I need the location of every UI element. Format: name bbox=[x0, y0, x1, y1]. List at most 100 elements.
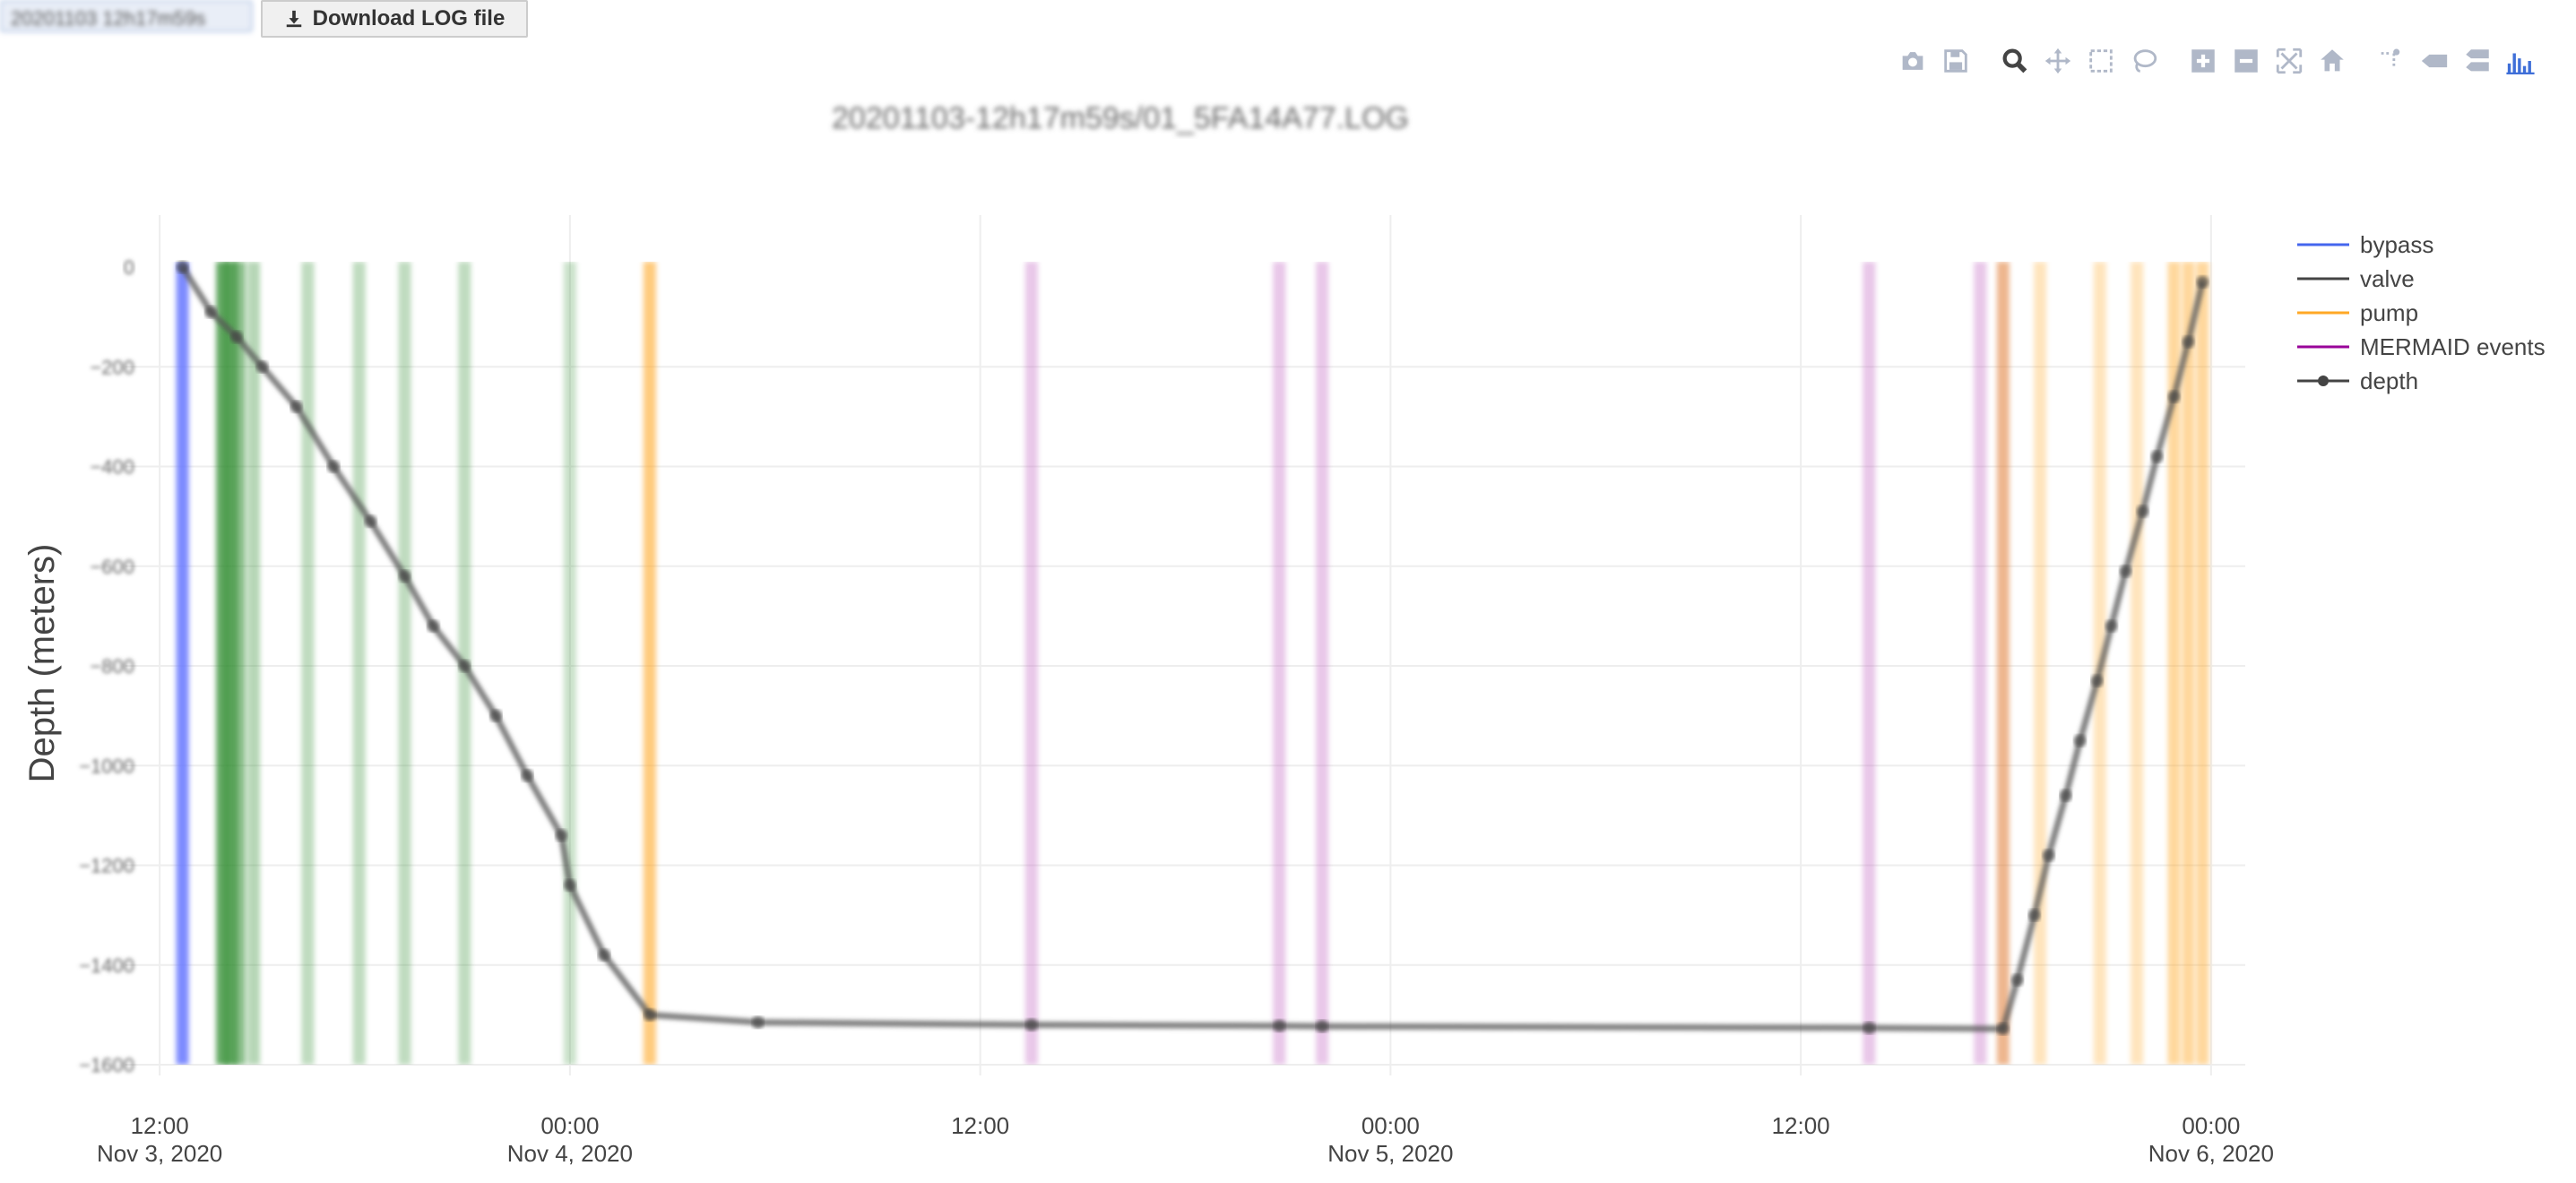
event-band-valve bbox=[247, 262, 261, 1065]
y-tick-label: 0 bbox=[124, 256, 134, 279]
legend-label: bypass bbox=[2360, 231, 2433, 258]
depth-series bbox=[176, 261, 2209, 1035]
depth-point bbox=[327, 460, 341, 473]
depth-point bbox=[1863, 1021, 1876, 1034]
legend-label: MERMAID events bbox=[2360, 333, 2546, 360]
event-band-bypass bbox=[176, 262, 189, 1065]
y-axis: 0 −200 −400 −600 −800 −1000 −1200 −1400 −1600 bbox=[79, 256, 134, 1076]
plot-modebar bbox=[1891, 41, 2542, 81]
event-bands bbox=[176, 262, 2209, 1065]
y-tick-label: −1200 bbox=[79, 855, 134, 877]
x-tick-date: Nov 3, 2020 bbox=[97, 1140, 222, 1167]
y-tick-label: −1400 bbox=[79, 954, 134, 977]
camera-icon[interactable] bbox=[1891, 41, 1934, 81]
depth-point bbox=[1024, 1018, 1038, 1032]
chart-title: 20201103-12h17m59s/01_5FA14A77.LOG bbox=[832, 101, 1409, 135]
depth-point bbox=[1996, 1022, 2010, 1035]
event-band-pump bbox=[643, 262, 656, 1065]
download-icon bbox=[286, 10, 301, 28]
event-band-mermaid-events bbox=[1316, 262, 1329, 1065]
y-axis-label: Depth (meters) bbox=[22, 544, 62, 783]
event-band-valve bbox=[301, 262, 315, 1065]
event-band-valve bbox=[352, 262, 366, 1065]
depth-point bbox=[751, 1015, 765, 1029]
depth-point bbox=[427, 619, 440, 633]
event-band-valve bbox=[233, 262, 246, 1065]
hover-closest-icon[interactable] bbox=[2413, 41, 2456, 81]
home-icon[interactable] bbox=[2311, 41, 2354, 81]
depth-point bbox=[204, 306, 218, 319]
download-label: Download LOG file bbox=[312, 6, 506, 30]
x-tick-date: Nov 4, 2020 bbox=[507, 1140, 633, 1167]
legend-marker bbox=[2318, 376, 2329, 386]
depth-point bbox=[2119, 565, 2132, 578]
legend-label: pump bbox=[2360, 299, 2418, 326]
depth-point bbox=[489, 709, 503, 722]
event-band-mermaid-events bbox=[1974, 262, 1987, 1065]
grid bbox=[125, 215, 2245, 1075]
y-tick-label: −600 bbox=[90, 556, 134, 578]
hover-compare-icon[interactable] bbox=[2456, 41, 2499, 81]
depth-point bbox=[2042, 849, 2055, 862]
depth-point bbox=[290, 400, 303, 413]
zoom-icon[interactable] bbox=[1993, 41, 2036, 81]
zoom-out-icon[interactable] bbox=[2225, 41, 2268, 81]
depth-point bbox=[2010, 973, 2024, 987]
depth-point bbox=[2105, 619, 2118, 633]
event-band-mermaid-events bbox=[1273, 262, 1286, 1065]
x-tick-label: 12:00 bbox=[131, 1112, 189, 1139]
y-tick-label: −800 bbox=[90, 655, 134, 678]
y-tick-label: −200 bbox=[90, 356, 134, 378]
x-tick-label: 12:00 bbox=[1772, 1112, 1830, 1139]
event-band-valve bbox=[398, 262, 411, 1065]
toolbar: 20201103 12h17m59s Download LOG file bbox=[0, 0, 627, 39]
event-band-pump bbox=[1996, 262, 2010, 1065]
x-tick-label: 00:00 bbox=[2182, 1112, 2240, 1139]
save-icon[interactable] bbox=[1934, 41, 1977, 81]
box-select-icon[interactable] bbox=[2079, 41, 2122, 81]
spike-lines-icon[interactable] bbox=[2370, 41, 2413, 81]
autoscale-icon[interactable] bbox=[2268, 41, 2311, 81]
depth-point bbox=[1273, 1019, 1286, 1032]
depth-point bbox=[364, 514, 377, 528]
y-tick-label: −400 bbox=[90, 456, 134, 479]
event-band-pump bbox=[2034, 262, 2047, 1065]
depth-point bbox=[2136, 505, 2149, 518]
event-band-pump bbox=[2131, 262, 2144, 1065]
y-tick-label: −1600 bbox=[79, 1054, 134, 1076]
x-tick-label: 12:00 bbox=[951, 1112, 1009, 1139]
depth-point bbox=[643, 1008, 656, 1022]
lasso-icon[interactable] bbox=[2122, 41, 2165, 81]
depth-point bbox=[255, 360, 269, 374]
zoom-in-icon[interactable] bbox=[2182, 41, 2225, 81]
legend-label: valve bbox=[2360, 265, 2415, 292]
event-band-mermaid-events bbox=[1863, 262, 1876, 1065]
plotly-logo-icon[interactable] bbox=[2499, 41, 2542, 81]
x-tick-date: Nov 5, 2020 bbox=[1327, 1140, 1453, 1167]
depth-point bbox=[398, 569, 411, 583]
depth-point bbox=[2150, 450, 2164, 463]
depth-point bbox=[229, 330, 243, 343]
event-band-valve bbox=[563, 262, 576, 1065]
depth-point bbox=[555, 829, 568, 842]
depth-point bbox=[2090, 674, 2104, 687]
download-log-button[interactable]: Download LOG file bbox=[261, 0, 528, 38]
depth-point bbox=[458, 660, 471, 672]
depth-point bbox=[1316, 1020, 1329, 1033]
x-tick-date: Nov 6, 2020 bbox=[2148, 1140, 2274, 1167]
depth-point bbox=[2182, 335, 2195, 349]
log-file-select[interactable]: 20201103 12h17m59s bbox=[0, 0, 253, 32]
x-tick-label: 00:00 bbox=[540, 1112, 599, 1139]
depth-line bbox=[179, 265, 2206, 1032]
depth-point bbox=[176, 261, 189, 273]
event-band-pump bbox=[2196, 262, 2209, 1065]
pan-icon[interactable] bbox=[2036, 41, 2079, 81]
x-tick-label: 00:00 bbox=[1361, 1112, 1420, 1139]
depth-point bbox=[2196, 275, 2209, 289]
event-band-mermaid-events bbox=[1024, 262, 1038, 1065]
depth-point bbox=[521, 769, 534, 782]
depth-point bbox=[2027, 909, 2041, 922]
depth-point bbox=[2059, 789, 2072, 802]
